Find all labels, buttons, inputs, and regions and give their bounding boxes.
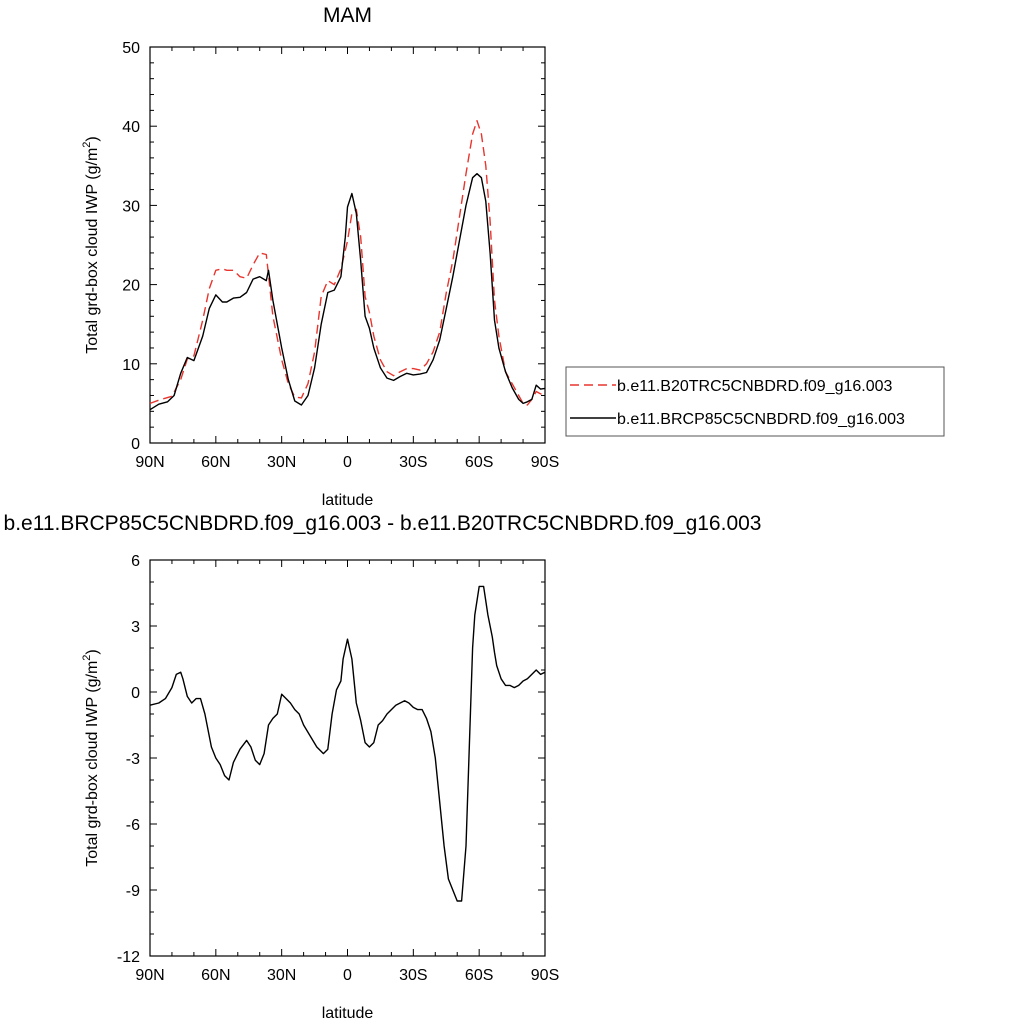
legend-label-1: b.e11.BRCP85C5CNBDRD.f09_g16.003	[617, 411, 905, 428]
y-tick-label: 40	[122, 119, 140, 136]
y-axis-label-superscript: 2	[81, 655, 93, 661]
x-tick-label: 30N	[267, 967, 296, 984]
y-axis-label: Total grd-box cloud IWP (g/m2)	[81, 136, 101, 353]
x-tick-label: 60S	[465, 454, 493, 471]
x-tick-label: 60N	[201, 967, 230, 984]
y-tick-label: 20	[122, 278, 140, 295]
y-tick-label: 10	[122, 357, 140, 374]
series-line-0	[149, 585, 546, 902]
x-tick-label: 60N	[201, 454, 230, 471]
x-tick-label: 90N	[135, 454, 164, 471]
x-tick-label: 30S	[399, 967, 427, 984]
y-axis-label-tail: )	[84, 649, 101, 654]
chart-top: MAM 90N 60N 30N 0 30S 60S 90S 0 10 20 30 40 50 latitud…	[81, 4, 945, 509]
y-tick-label: -3	[126, 751, 140, 768]
x-axis-label: latitude	[322, 1005, 374, 1022]
legend-box	[565, 366, 945, 437]
y-tick-label: 0	[131, 436, 140, 453]
x-tick-label: 90S	[531, 454, 559, 471]
x-tick-label: 30N	[267, 454, 296, 471]
y-axis-label-text: Total grd-box cloud IWP (g/m	[84, 661, 101, 867]
y-tick-label: -9	[126, 883, 140, 900]
chart-title: MAM	[323, 4, 372, 27]
x-tick-label: 90N	[135, 967, 164, 984]
plot-frame	[149, 46, 546, 444]
y-axis-label-superscript: 2	[81, 142, 93, 148]
y-axis-label: Total grd-box cloud IWP (g/m2)	[81, 649, 101, 866]
y-tick-label: 6	[131, 553, 140, 570]
x-axis-label: latitude	[322, 492, 374, 509]
x-tick-label: 90S	[531, 967, 559, 984]
y-tick-label: 30	[122, 198, 140, 215]
y-tick-label: 3	[131, 619, 140, 636]
legend-label-0: b.e11.B20TRC5CNBDRD.f09_g16.003	[617, 378, 893, 395]
series-line-1	[149, 172, 546, 411]
x-tick-label: 0	[343, 967, 352, 984]
x-tick-label: 30S	[399, 454, 427, 471]
chart-title: b.e11.BRCP85C5CNBDRD.f09_g16.003 - b.e11…	[4, 512, 762, 535]
legend: b.e11.B20TRC5CNBDRD.f09_g16.003 b.e11.BRC…	[565, 366, 945, 437]
x-tick-label: 0	[343, 454, 352, 471]
y-tick-label: 0	[131, 685, 140, 702]
plot-frame	[149, 559, 546, 957]
chart-bottom: b.e11.BRCP85C5CNBDRD.f09_g16.003 - b.e11…	[4, 512, 762, 1022]
x-tick-label: 60S	[465, 967, 493, 984]
y-tick-label: -12	[117, 949, 140, 966]
y-axis-label-text: Total grd-box cloud IWP (g/m	[84, 148, 101, 354]
series-line-0	[149, 119, 546, 406]
y-axis-label-tail: )	[84, 136, 101, 141]
y-tick-label: -6	[126, 817, 140, 834]
y-tick-label: 50	[122, 40, 140, 57]
